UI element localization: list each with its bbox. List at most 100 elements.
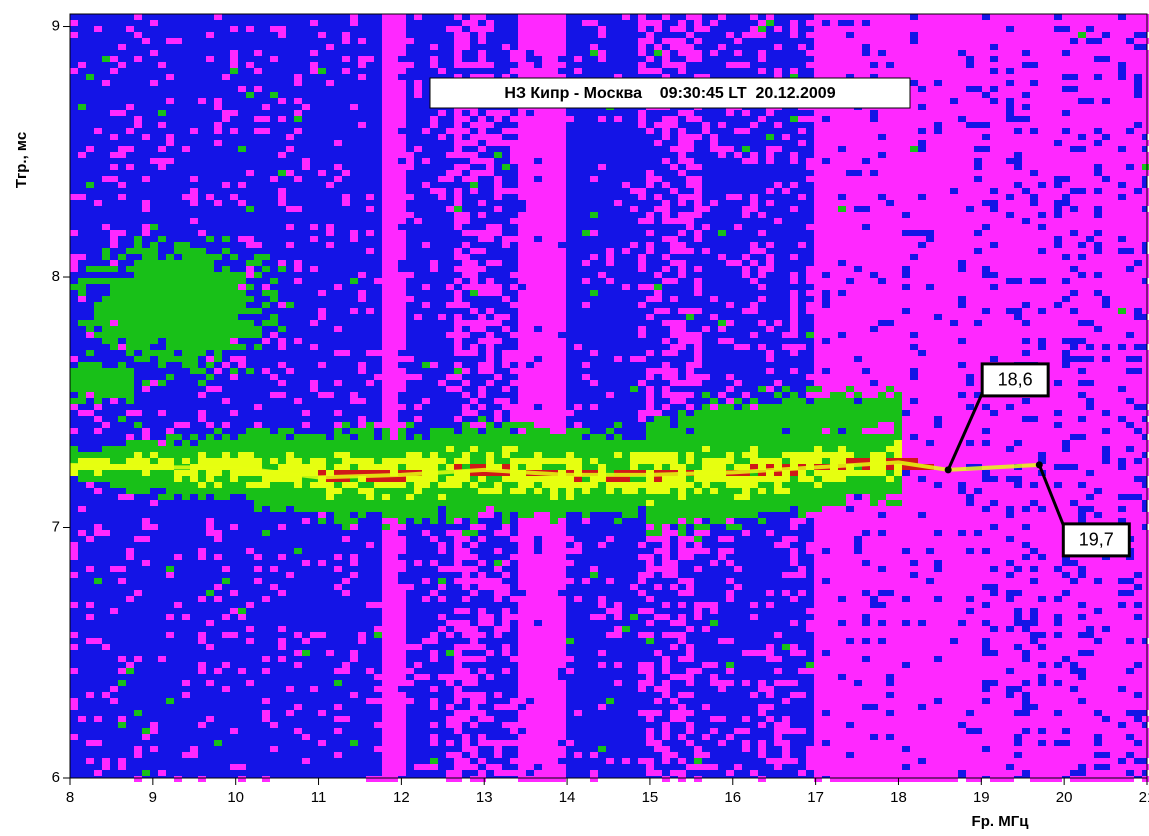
echo-cell (550, 632, 558, 638)
echo-cell (222, 326, 230, 332)
echo-cell (822, 596, 830, 602)
echo-cell (766, 758, 774, 764)
echo-cell (342, 488, 350, 494)
echo-cell (470, 440, 478, 446)
echo-cell (550, 512, 558, 518)
echo-cell (830, 20, 838, 26)
echo-cell (686, 650, 694, 656)
echo-cell (822, 278, 830, 284)
echo-cell (454, 302, 462, 308)
echo-cell (430, 188, 438, 194)
echo-cell (574, 488, 582, 494)
echo-cell (302, 518, 310, 524)
echo-cell (462, 428, 470, 434)
echo-cell (398, 542, 406, 548)
echo-cell (510, 272, 518, 278)
echo-cell (278, 188, 286, 194)
echo-cell (494, 704, 502, 710)
echo-cell (542, 722, 550, 728)
echo-cell (110, 386, 118, 392)
echo-cell (126, 476, 134, 482)
echo-cell (830, 338, 838, 344)
echo-cell (542, 656, 550, 662)
echo-cell (630, 614, 638, 620)
echo-cell (726, 464, 734, 470)
echo-cell (598, 452, 606, 458)
echo-cell (830, 674, 838, 680)
echo-cell (486, 434, 494, 440)
echo-cell (654, 368, 662, 374)
echo-cell (206, 254, 214, 260)
echo-cell (806, 548, 814, 554)
echo-cell (574, 422, 582, 428)
echo-cell (462, 764, 470, 770)
echo-cell (710, 410, 718, 416)
echo-cell (534, 632, 542, 638)
echo-cell (534, 374, 542, 380)
echo-cell (670, 674, 678, 680)
echo-cell (526, 578, 534, 584)
echo-cell (198, 446, 206, 452)
echo-cell (390, 338, 398, 344)
echo-cell (510, 656, 518, 662)
echo-cell (246, 284, 254, 290)
echo-cell (774, 740, 782, 746)
echo-cell (758, 650, 766, 656)
echo-cell (142, 518, 150, 524)
echo-cell (166, 566, 174, 572)
echo-cell (294, 74, 302, 80)
echo-cell (510, 554, 518, 560)
echo-cell (750, 32, 758, 38)
echo-cell (206, 278, 214, 284)
echo-cell (278, 524, 286, 530)
echo-cell (350, 482, 358, 488)
echo-cell (646, 386, 654, 392)
echo-cell (822, 230, 830, 236)
echo-cell (430, 458, 438, 464)
echo-cell (622, 482, 630, 488)
echo-cell (678, 542, 686, 548)
echo-cell (262, 452, 270, 458)
echo-cell (310, 440, 318, 446)
echo-cell (606, 278, 614, 284)
echo-cell (558, 422, 566, 428)
echo-cell (590, 230, 598, 236)
echo-cell (470, 134, 478, 140)
echo-cell (118, 302, 126, 308)
echo-cell (334, 326, 342, 332)
echo-cell (806, 440, 814, 446)
echo-cell (454, 722, 462, 728)
echo-cell (558, 32, 566, 38)
echo-cell (494, 314, 502, 320)
echo-cell (294, 704, 302, 710)
echo-cell (830, 518, 838, 524)
echo-cell (558, 464, 566, 470)
echo-cell (654, 710, 662, 716)
echo-cell (846, 26, 854, 32)
echo-cell (142, 350, 150, 356)
echo-cell (638, 482, 646, 488)
echo-cell (470, 326, 478, 332)
echo-cell (222, 632, 230, 638)
echo-cell (822, 50, 830, 56)
echo-cell (598, 26, 606, 32)
echo-cell (454, 212, 462, 218)
echo-cell (254, 68, 262, 74)
echo-cell (534, 590, 542, 596)
echo-cell (686, 536, 694, 542)
echo-cell (830, 428, 838, 434)
echo-cell (150, 248, 158, 254)
echo-cell (398, 494, 406, 500)
echo-cell (670, 350, 678, 356)
echo-cell (526, 764, 534, 770)
echo-cell (718, 506, 726, 512)
echo-cell (454, 446, 462, 452)
echo-cell (366, 194, 374, 200)
echo-cell (758, 776, 766, 782)
echo-cell (222, 182, 230, 188)
echo-cell (654, 452, 662, 458)
echo-cell (814, 254, 822, 260)
echo-cell (342, 38, 350, 44)
echo-cell (558, 404, 566, 410)
echo-cell (838, 746, 846, 752)
